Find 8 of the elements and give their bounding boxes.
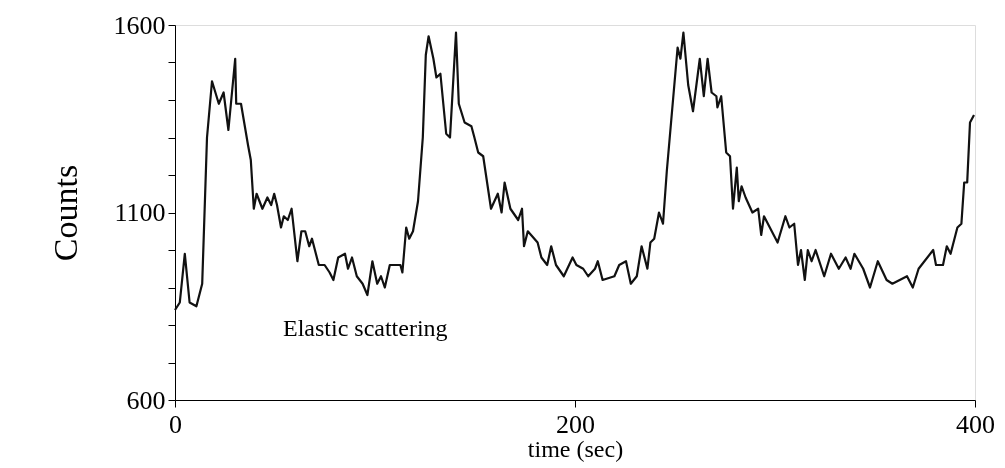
annotation: Elastic scattering xyxy=(283,314,448,341)
y-axis-title: Counts xyxy=(46,164,84,262)
y-tick-label: 600 xyxy=(126,385,166,415)
x-tick-label: 400 xyxy=(956,409,995,439)
x-tick-label: 0 xyxy=(169,409,182,439)
line-series xyxy=(173,31,976,312)
y-tick-label: 1100 xyxy=(114,198,166,227)
y-tick-label: 1600 xyxy=(113,10,166,40)
